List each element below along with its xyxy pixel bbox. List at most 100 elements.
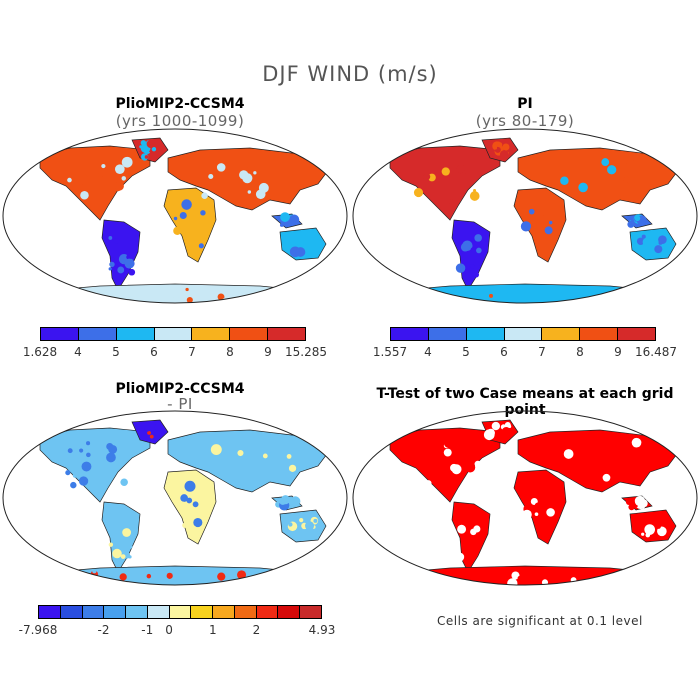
- texture-cell: [180, 494, 189, 502]
- texture-cell: [655, 523, 661, 529]
- texture-cell: [193, 517, 203, 528]
- texture-cell: [299, 518, 304, 523]
- texture-cell: [641, 532, 645, 536]
- texture-cell: [198, 243, 204, 249]
- texture-cell: [546, 508, 555, 517]
- colorbar-tick-label: 9: [614, 345, 622, 359]
- texture-cell: [186, 497, 193, 504]
- texture-cell: [146, 139, 155, 149]
- texture-cell: [474, 460, 481, 468]
- panel-diff-subtitle: - PI: [167, 395, 193, 413]
- panel-plio-subtitle: (yrs 1000-1099): [115, 112, 245, 130]
- colorbar-plio: [40, 327, 306, 341]
- texture-cell: [501, 427, 511, 436]
- colorbar-tick-label: 0: [165, 623, 173, 637]
- texture-cell: [473, 188, 477, 192]
- texture-cell: [451, 464, 462, 475]
- texture-cell: [149, 434, 154, 439]
- texture-cell: [501, 287, 508, 295]
- texture-cell: [626, 175, 636, 185]
- texture-cell: [166, 572, 173, 579]
- texture-cell: [655, 246, 662, 253]
- colorbar-swatch: [169, 606, 192, 618]
- texture-cell: [636, 237, 645, 245]
- texture-cell: [146, 573, 152, 579]
- texture-cell: [280, 212, 290, 222]
- colorbar-tick-label: 7: [188, 345, 196, 359]
- texture-cell: [79, 448, 84, 453]
- texture-cell: [641, 234, 646, 239]
- texture-cell: [441, 167, 450, 176]
- texture-cell: [237, 570, 247, 580]
- figure-title: DJF WIND (m/s): [262, 62, 438, 86]
- texture-cell: [425, 480, 432, 487]
- texture-cell: [114, 181, 124, 191]
- texture-cell: [126, 254, 133, 260]
- colorbar-tick-label: 1.628: [22, 345, 58, 359]
- significance-note: Cells are significant at 0.1 level: [437, 614, 643, 628]
- texture-cell: [77, 174, 89, 185]
- texture-cell: [149, 149, 160, 160]
- texture-cell: [182, 522, 188, 528]
- texture-cell: [157, 575, 166, 584]
- colorbar-swatch: [504, 328, 543, 340]
- texture-cell: [443, 438, 454, 448]
- colorbar-tick-label: 4: [424, 345, 432, 359]
- texture-cell: [534, 512, 539, 516]
- continent-europe-asia: [517, 147, 681, 211]
- texture-cell: [424, 437, 436, 449]
- texture-cell: [109, 261, 115, 268]
- texture-cell: [217, 293, 225, 301]
- texture-cell: [489, 293, 493, 298]
- texture-cell: [623, 176, 630, 183]
- continent-north-america: [389, 427, 501, 503]
- texture-cell: [465, 462, 476, 473]
- texture-cell: [413, 188, 424, 198]
- texture-cell: [498, 142, 503, 147]
- texture-cell: [607, 165, 617, 175]
- colorbar-swatch: [41, 328, 79, 340]
- texture-cell: [124, 258, 135, 269]
- land-layer: [379, 137, 681, 303]
- texture-cell: [186, 296, 193, 303]
- texture-cell: [172, 294, 179, 301]
- texture-cell: [565, 169, 570, 174]
- texture-cell: [634, 495, 646, 507]
- colorbar-swatch: [268, 328, 306, 340]
- texture-cell: [649, 240, 657, 247]
- texture-cell: [67, 177, 72, 183]
- texture-cell: [173, 226, 182, 235]
- texture-cell: [461, 543, 473, 554]
- texture-cell: [208, 173, 214, 180]
- texture-cell: [507, 578, 518, 585]
- texture-cell: [544, 226, 553, 235]
- colorbar-swatch: [230, 328, 269, 340]
- texture-cell: [288, 464, 297, 472]
- colorbar-swatch: [60, 606, 83, 618]
- texture-cell: [537, 520, 543, 526]
- continent-antarctica: [29, 565, 321, 585]
- colorbar-swatch: [234, 606, 257, 618]
- texture-cell: [469, 191, 480, 201]
- texture-cell: [578, 182, 588, 193]
- texture-cell: [200, 210, 206, 216]
- colorbar-diff-ticks: -7.968 -2 -1 0 1 2 4.93: [19, 623, 336, 639]
- land-layer: [379, 419, 681, 585]
- texture-cell: [411, 445, 419, 453]
- colorbar-swatch: [428, 328, 467, 340]
- texture-cell: [445, 179, 450, 183]
- texture-cell: [528, 208, 535, 215]
- texture-cell: [517, 575, 523, 581]
- colorbar-swatch: [580, 328, 619, 340]
- texture-cell: [108, 444, 118, 454]
- colorbar-swatch: [154, 328, 193, 340]
- texture-cell: [247, 162, 255, 171]
- texture-cell: [508, 424, 512, 428]
- texture-cell: [486, 428, 495, 438]
- texture-cell: [80, 190, 89, 200]
- colorbar-tick-label: -1: [141, 623, 154, 637]
- texture-cell: [147, 430, 151, 435]
- continent-africa: [163, 187, 217, 263]
- texture-cell: [637, 447, 648, 458]
- colorbar-tick-label: 6: [500, 345, 508, 359]
